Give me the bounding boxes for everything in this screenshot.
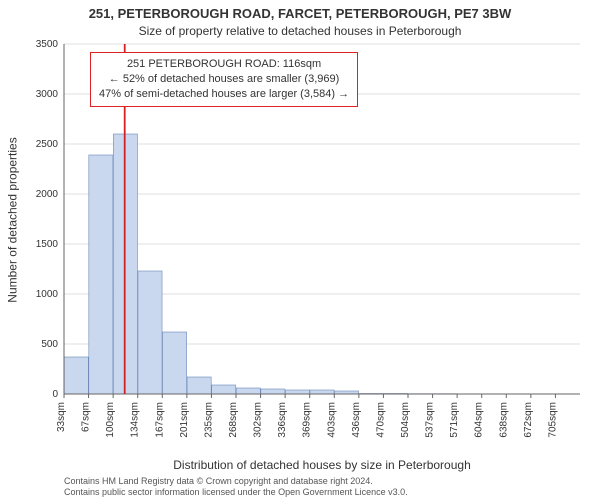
x-tick-label: 268sqm [228,402,239,438]
histogram-bar [261,389,285,394]
x-tick-label: 369sqm [302,402,313,438]
x-tick-label: 235sqm [203,402,214,438]
x-tick-label: 403sqm [326,402,337,438]
annotation-line-3: 47% of semi-detached houses are larger (… [99,87,349,102]
y-tick-label: 1500 [36,239,59,250]
histogram-bar [138,271,162,394]
histogram-bar [163,332,187,394]
footnote-line-1: Contains HM Land Registry data © Crown c… [64,476,580,487]
x-tick-label: 67sqm [81,402,92,432]
x-tick-label: 504sqm [400,402,411,438]
y-tick-label: 3500 [36,39,59,50]
x-tick-label: 336sqm [277,402,288,438]
histogram-bar [89,155,113,394]
footnote-line-2: Contains public sector information licen… [64,487,580,498]
x-tick-label: 100sqm [105,402,116,438]
annotation-callout: 251 PETERBOROUGH ROAD: 116sqm ← 52% of d… [90,52,358,107]
x-tick-label: 436sqm [351,402,362,438]
x-tick-label: 302sqm [253,402,264,438]
x-tick-label: 470sqm [375,402,386,438]
histogram-bar [212,385,236,394]
histogram-bar [187,377,211,394]
x-tick-label: 571sqm [449,402,460,438]
x-tick-label: 672sqm [523,402,534,438]
y-tick-label: 500 [41,339,58,350]
histogram-bar [310,390,334,394]
annotation-line-2: ← 52% of detached houses are smaller (3,… [99,72,349,87]
annotation-line-1: 251 PETERBOROUGH ROAD: 116sqm [99,57,349,72]
chart-subtitle: Size of property relative to detached ho… [0,24,600,38]
x-tick-label: 134sqm [130,402,141,438]
y-axis-label: Number of detached properties [6,137,20,302]
y-tick-label: 2500 [36,139,59,150]
x-tick-label: 167sqm [154,402,165,438]
y-tick-label: 1000 [36,289,59,300]
histogram-bar [236,388,260,394]
x-tick-label: 604sqm [474,402,485,438]
histogram-bar [285,390,309,394]
y-axis-label-container: Number of detached properties [6,0,20,440]
x-axis-label: Distribution of detached houses by size … [64,458,580,472]
x-tick-label: 705sqm [547,402,558,438]
figure-container: 251, PETERBOROUGH ROAD, FARCET, PETERBOR… [0,0,600,500]
x-tick-label: 33sqm [56,402,67,432]
y-tick-label: 2000 [36,189,59,200]
x-tick-label: 537sqm [425,402,436,438]
y-tick-label: 3000 [36,89,59,100]
x-tick-label: 638sqm [498,402,509,438]
histogram-bar [64,357,88,394]
chart-title-address: 251, PETERBOROUGH ROAD, FARCET, PETERBOR… [0,6,600,21]
y-tick-label: 0 [52,389,58,400]
footnote: Contains HM Land Registry data © Crown c… [64,476,580,498]
x-tick-label: 201sqm [179,402,190,438]
